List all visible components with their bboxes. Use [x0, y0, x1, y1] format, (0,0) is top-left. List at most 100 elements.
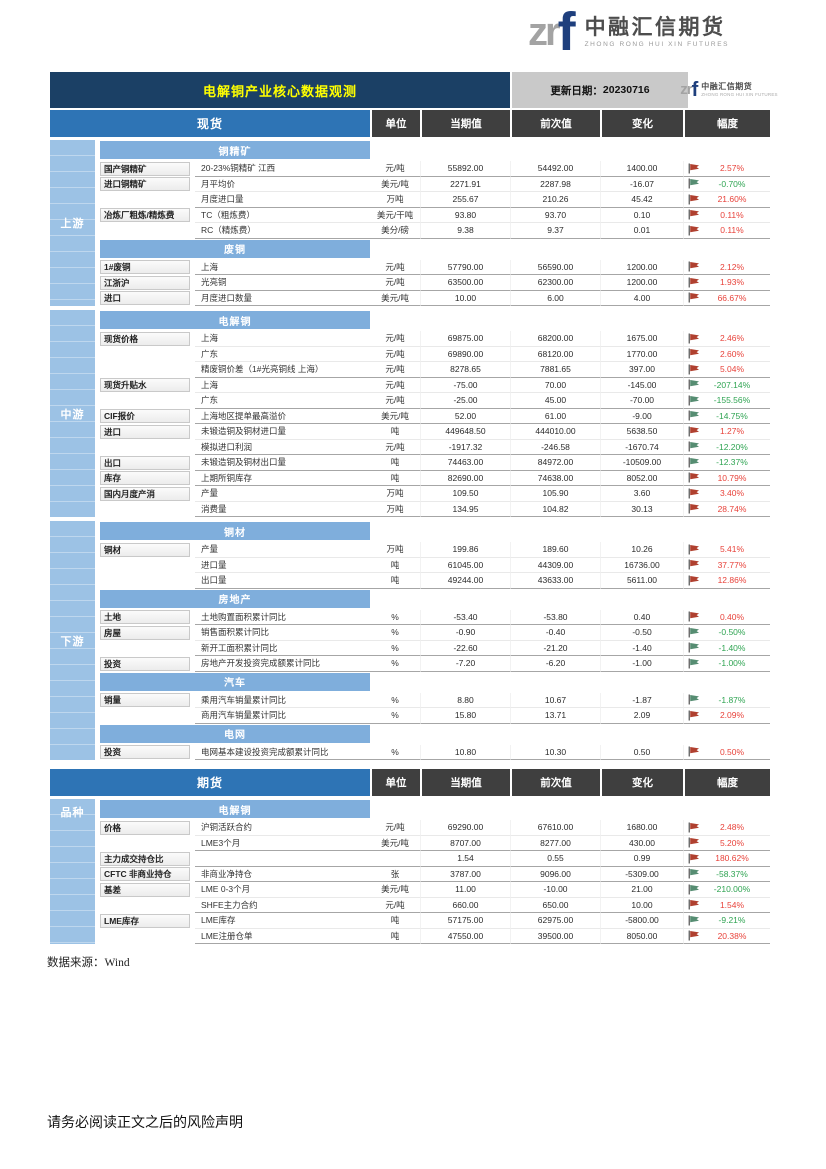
- row-pct: 0.11%: [720, 225, 744, 236]
- row-label-cell: 进口: [100, 424, 195, 440]
- side-label-variety: 品种: [50, 799, 95, 944]
- row-pct: 2.60%: [719, 348, 745, 359]
- row-change: 16736.00: [600, 557, 683, 573]
- row-label-cell: [100, 192, 195, 208]
- row-change: -10509.00: [600, 455, 683, 471]
- row-label-cell: 国产铜精矿: [100, 161, 195, 177]
- row-unit: 万吨: [370, 502, 420, 517]
- row-current: 199.86: [420, 542, 510, 558]
- row-label-cell: 房屋: [100, 625, 195, 641]
- side-label-text: 上游: [60, 218, 85, 230]
- brand-logo-text: 中融汇信期货 ZHONG RONG HUI XIN FUTURES: [585, 16, 730, 48]
- row-pct-cell: 0.40%: [683, 609, 770, 625]
- side-label-downstream: 下游: [50, 521, 95, 760]
- block-body-variety: 电解铜 价格 沪铜活跃合约 元/吨 69290.00 67610.00 1680.00 2.4…: [100, 799, 770, 944]
- table-row: 投资 电网基本建设投资完成额累计同比% 10.80 10.30 0.50 0.50%: [100, 744, 770, 761]
- row-pct-cell: 12.86%: [683, 573, 770, 589]
- row-pct: 21.60%: [717, 194, 747, 205]
- row-desc: 消费量: [195, 502, 370, 517]
- row-label-cell: [100, 393, 195, 409]
- brand-logo-small-cell: zr f 中融汇信期货 ZHONG RONG HUI XIN FUTURES: [680, 72, 778, 108]
- row-pct-cell: 28.74%: [683, 501, 770, 517]
- row-desc: 上海: [195, 378, 370, 393]
- report-title: 电解铜产业核心数据观测: [50, 72, 510, 108]
- row-change: -16.07: [600, 176, 683, 192]
- row-previous: 84972.00: [510, 455, 600, 471]
- row-change: -1670.74: [600, 439, 683, 455]
- row-pct: -9.21%: [718, 915, 746, 926]
- row-label-cell: 投资: [100, 745, 195, 761]
- row-current: -25.00: [420, 393, 510, 409]
- table-row: LME注册仓单吨 47550.00 39500.00 8050.00 20.38%: [100, 928, 770, 944]
- row-desc: [195, 851, 370, 867]
- row-unit: 吨: [370, 471, 420, 486]
- row-pct-cell: 1.93%: [683, 275, 770, 291]
- row-change: 5611.00: [600, 573, 683, 589]
- table-row: 进口量吨 61045.00 44309.00 16736.00 37.77%: [100, 557, 770, 573]
- block-variety: 品种 电解铜 价格 沪铜活跃合约 元/吨 69290.00 67610.00 1680.00 2…: [50, 799, 770, 944]
- table-row: CIF报价 上海地区提单最高溢价 美元/吨 52.00 61.00 -9.00 -14.75…: [100, 408, 770, 424]
- row-pct-cell: -0.50%: [683, 625, 770, 641]
- red-flag-icon: [687, 348, 700, 359]
- row-pct-cell: 2.48%: [683, 820, 770, 836]
- row-current: 69290.00: [420, 820, 510, 836]
- col-header-unit: 单位: [370, 110, 420, 137]
- row-desc: SHFE主力合约: [195, 898, 370, 913]
- row-label-cell: 江浙沪: [100, 275, 195, 291]
- row-previous: -53.80: [510, 609, 600, 625]
- row-change: 10.00: [600, 897, 683, 913]
- row-pct: 2.48%: [719, 822, 745, 833]
- red-flag-icon: [687, 822, 700, 833]
- data-source: 数据来源：Wind: [47, 957, 130, 969]
- row-label: 1#废铜: [100, 260, 190, 275]
- row-change: -5309.00: [600, 866, 683, 882]
- row-label-cell: [100, 502, 195, 518]
- row-change: 0.40: [600, 609, 683, 625]
- row-previous: 67610.00: [510, 820, 600, 836]
- row-pct: -12.20%: [716, 441, 748, 452]
- table-row: 模拟进口利润 元/吨 -1917.32 -246.58 -1670.74 -12.20%: [100, 439, 770, 456]
- red-flag-icon: [687, 194, 700, 205]
- table-row: 基差 LME 0-3个月 美元/吨 11.00 -10.00 21.00 -210.00%: [100, 882, 770, 898]
- table-row: SHFE主力合约 元/吨 660.00 650.00 10.00 1.54%: [100, 897, 770, 913]
- row-unit: 吨: [370, 913, 420, 929]
- row-current: 57175.00: [420, 913, 510, 929]
- row-unit: 美分/磅: [370, 223, 420, 239]
- row-unit: %: [370, 656, 420, 672]
- row-label-cell: [100, 836, 195, 852]
- red-flag-icon: [687, 710, 700, 721]
- row-label: 投资: [100, 656, 190, 671]
- row-previous: 189.60: [510, 542, 600, 558]
- row-current: 2271.91: [420, 176, 510, 192]
- row-pct-cell: -12.37%: [683, 455, 770, 471]
- row-label-cell: [100, 440, 195, 456]
- table-spot: 现货 单位 当期值 前次值 变化 幅度 上游 铜精矿 国产铜精矿 20-23%铜精矿 江西 元/吨 5…: [50, 110, 770, 760]
- red-flag-icon: [687, 559, 700, 570]
- row-pct-cell: 2.12%: [683, 259, 770, 275]
- row-pct-cell: -0.70%: [683, 176, 770, 192]
- table-head-spot: 现货 单位 当期值 前次值 变化 幅度: [50, 110, 770, 137]
- row-current: 109.50: [420, 486, 510, 502]
- row-pct-cell: -155.56%: [683, 393, 770, 409]
- row-previous: 2287.98: [510, 176, 600, 192]
- row-unit: 元/吨: [370, 393, 420, 409]
- side-label-text: 下游: [60, 635, 85, 648]
- row-desc: LME注册仓单: [195, 929, 370, 944]
- red-flag-icon: [687, 899, 700, 910]
- block-downstream: 下游 铜材 铜材 产量 万吨 199.86 189.60 10.26 5.41% 进口量吨 6104…: [50, 521, 770, 760]
- green-flag-icon: [687, 642, 700, 653]
- row-label: 主力成交持仓比: [100, 851, 190, 866]
- block-body-downstream: 铜材 铜材 产量 万吨 199.86 189.60 10.26 5.41% 进口量吨 61045.…: [100, 521, 770, 760]
- row-pct-cell: 66.67%: [683, 290, 770, 306]
- row-desc: 光亮铜: [195, 275, 370, 291]
- red-flag-icon: [687, 426, 700, 437]
- row-desc: LME3个月: [195, 836, 370, 851]
- red-flag-icon: [687, 575, 700, 586]
- row-label-cell: 国内月度产消: [100, 486, 195, 502]
- row-label-cell: [100, 362, 195, 378]
- col-header-previous: 前次值: [510, 769, 600, 796]
- update-date-value: 20230716: [602, 84, 650, 96]
- row-pct-cell: -14.75%: [683, 408, 770, 424]
- table-title-spot: 现货: [50, 110, 370, 137]
- green-flag-icon: [687, 868, 700, 879]
